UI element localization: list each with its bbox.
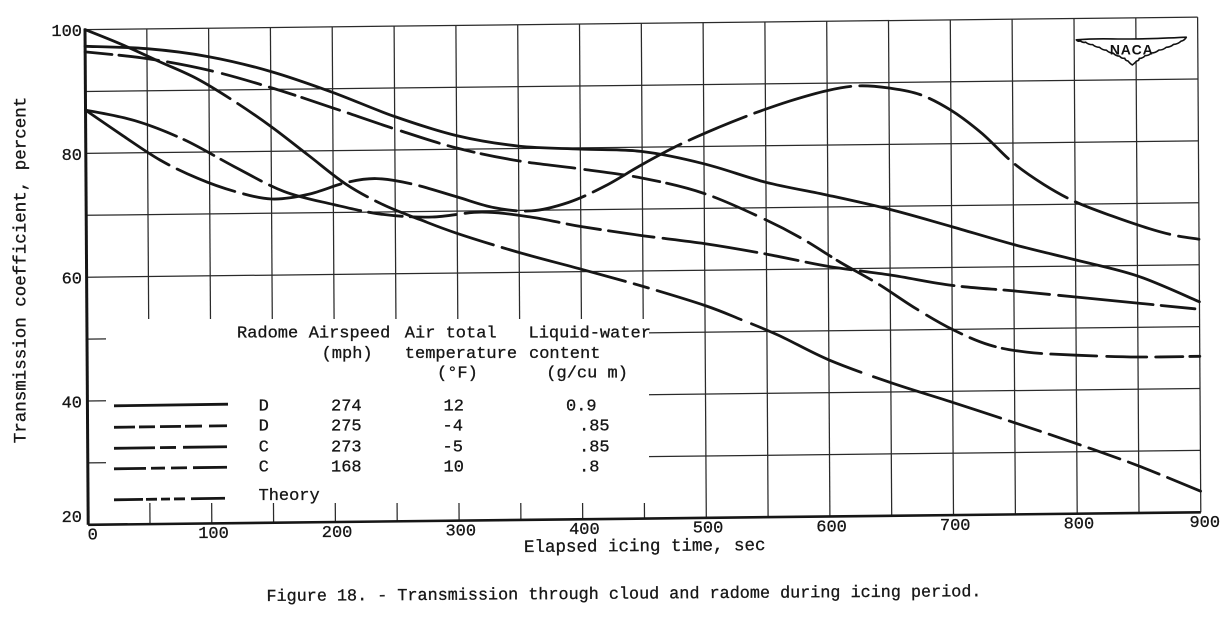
svg-text:(g/cu m): (g/cu m) [546,365,628,384]
svg-text:275: 275 [331,418,362,437]
svg-text:12: 12 [444,398,464,417]
svg-text:D: D [259,418,269,437]
svg-text:Air total: Air total [405,325,497,344]
svg-text:D: D [259,398,269,417]
svg-text:900: 900 [1189,514,1220,533]
svg-text:20: 20 [62,509,82,528]
svg-text:.85: .85 [579,439,610,458]
svg-text:.85: .85 [579,418,610,437]
svg-text:Airspeed: Airspeed [309,325,391,344]
svg-text:Transmission coefficient, perc: Transmission coefficient, percent [12,97,32,444]
svg-text:200: 200 [322,524,353,543]
svg-text:274: 274 [331,398,362,417]
svg-text:-5: -5 [443,439,463,458]
svg-text:NACA: NACA [1110,41,1154,57]
svg-text:80: 80 [62,147,82,166]
svg-text:temperature: temperature [405,345,517,364]
svg-text:100: 100 [51,23,82,42]
svg-text:60: 60 [62,271,82,290]
svg-text:400: 400 [569,521,600,540]
svg-text:Theory: Theory [259,487,320,506]
svg-text:.8: .8 [579,459,599,478]
svg-text:168: 168 [331,459,362,478]
svg-text:100: 100 [198,525,229,544]
svg-text:(mph): (mph) [322,345,373,364]
svg-text:(°F): (°F) [437,365,478,384]
svg-text:Radome: Radome [237,325,298,344]
svg-text:600: 600 [816,518,847,537]
svg-text:300: 300 [445,522,476,541]
svg-text:40: 40 [62,395,82,414]
svg-text:0.9: 0.9 [566,398,597,417]
svg-text:content: content [529,345,600,364]
svg-text:C: C [259,439,269,458]
svg-text:500: 500 [693,520,724,539]
svg-text:-4: -4 [443,418,463,437]
svg-text:Elapsed icing time, sec: Elapsed icing time, sec [524,536,766,558]
svg-text:800: 800 [1064,516,1095,535]
svg-text:Liquid-water: Liquid-water [529,325,651,344]
svg-text:10: 10 [444,459,464,478]
svg-text:273: 273 [331,439,362,458]
svg-text:0: 0 [88,527,98,546]
svg-text:C: C [259,459,269,478]
svg-text:700: 700 [940,517,971,536]
